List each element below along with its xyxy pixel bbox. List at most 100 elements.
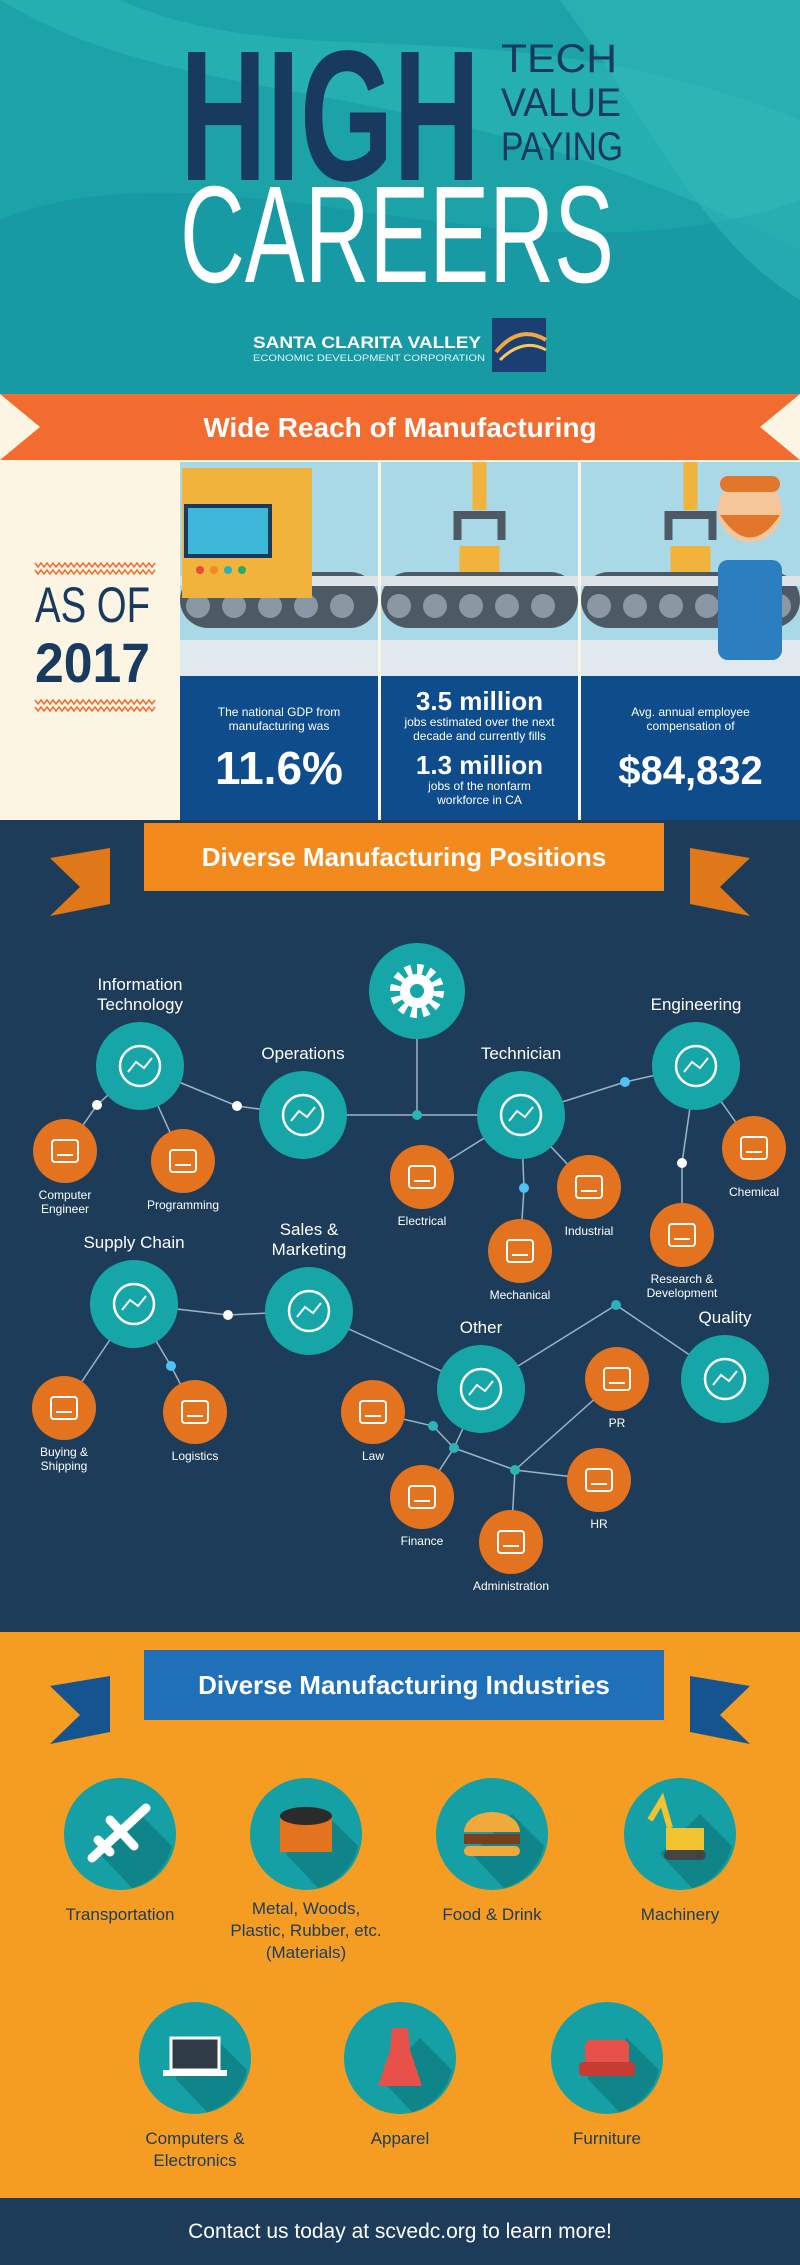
icon-plane xyxy=(87,1803,151,1863)
junction-dot xyxy=(510,1465,520,1475)
zigzag xyxy=(34,705,156,713)
role-circle xyxy=(151,1129,215,1193)
role-label: Research & xyxy=(651,1272,714,1286)
icon-patty xyxy=(464,1834,520,1844)
role-label: Industrial xyxy=(565,1224,614,1238)
group-label: Other xyxy=(460,1318,503,1337)
zigzag xyxy=(34,561,156,569)
worker-beard xyxy=(720,515,780,538)
stat-box xyxy=(180,676,378,820)
worker-hair xyxy=(720,476,780,492)
industry-label: Transportation xyxy=(66,1905,175,1924)
icon-bun xyxy=(464,1812,520,1832)
junction-dot xyxy=(223,1310,233,1320)
junction-dot xyxy=(166,1361,176,1371)
group-icon xyxy=(127,1057,153,1073)
role-circle xyxy=(650,1203,714,1267)
group-label: Operations xyxy=(261,1044,344,1063)
roller xyxy=(294,594,318,618)
roller xyxy=(659,594,683,618)
stat-caption: workforce in CA xyxy=(436,793,522,807)
stat-value: 3.5 million xyxy=(416,686,543,716)
stat-value: 1.3 million xyxy=(416,750,543,780)
positions-ribbon xyxy=(144,823,664,891)
role-circle xyxy=(341,1380,405,1444)
junction-dot xyxy=(677,1158,687,1168)
group-icon xyxy=(118,1044,162,1088)
group-icon xyxy=(712,1370,738,1386)
logo-swoosh xyxy=(494,332,548,354)
title-value: VALUE xyxy=(501,81,621,125)
group-label: Technology xyxy=(97,995,184,1014)
icon-seat xyxy=(579,2062,635,2076)
roller xyxy=(330,594,354,618)
icon-dress xyxy=(378,2028,422,2086)
role-label: Electrical xyxy=(398,1214,447,1228)
group-icon xyxy=(468,1380,494,1396)
group-icon xyxy=(287,1289,331,1333)
industry-label: (Materials) xyxy=(266,1943,346,1962)
junction-dot xyxy=(232,1101,242,1111)
roller xyxy=(186,594,210,618)
junction-dot xyxy=(611,1300,621,1310)
title-paying: PAYING xyxy=(501,125,623,169)
industry-label: Apparel xyxy=(371,2129,430,2148)
industries-title: Diverse Manufacturing Industries xyxy=(198,1670,610,1700)
stat-value: 11.6% xyxy=(215,742,343,794)
role-icon xyxy=(575,1175,603,1199)
icon-bun xyxy=(464,1846,520,1856)
worker-body xyxy=(718,560,782,660)
icon-screen xyxy=(169,2036,221,2072)
floor xyxy=(381,640,578,676)
stat-caption: The national GDP from xyxy=(218,705,341,719)
ribbon-tail xyxy=(690,1676,750,1744)
robot-claw xyxy=(453,511,506,540)
junction-dot xyxy=(428,1421,438,1431)
button xyxy=(238,566,246,574)
header-wave xyxy=(0,0,800,250)
header-wave xyxy=(0,192,800,394)
group-icon xyxy=(703,1357,747,1401)
header-wave xyxy=(560,0,800,300)
as-of-year: 2017 xyxy=(35,631,150,694)
ribbon-tail xyxy=(690,848,750,916)
ribbon-tail xyxy=(50,848,110,916)
role-circle xyxy=(585,1347,649,1411)
role-circle xyxy=(557,1155,621,1219)
role-label: Computer xyxy=(39,1188,92,1202)
group-label: Supply Chain xyxy=(83,1233,184,1252)
role-circle xyxy=(390,1465,454,1529)
stat-box xyxy=(381,676,578,820)
gear-teeth xyxy=(390,964,444,1018)
icon-machine xyxy=(666,1828,704,1850)
roller xyxy=(623,594,647,618)
screen xyxy=(184,504,272,558)
group-label: Quality xyxy=(699,1308,752,1327)
role-label: Shipping xyxy=(41,1459,88,1473)
stat-caption: jobs of the nonfarm xyxy=(427,779,531,793)
junction-dot xyxy=(449,1443,459,1453)
positions-title: Diverse Manufacturing Positions xyxy=(202,842,607,872)
role-circle xyxy=(488,1219,552,1283)
role-circle xyxy=(390,1145,454,1209)
role-icon xyxy=(603,1367,631,1391)
stat-caption: manufacturing was xyxy=(229,719,330,733)
org-sub: ECONOMIC DEVELOPMENT CORPORATION xyxy=(253,353,485,363)
title-careers: CAREERS xyxy=(180,158,614,312)
role-icon xyxy=(740,1136,768,1160)
role-label: HR xyxy=(590,1517,608,1531)
roller xyxy=(587,594,611,618)
stat-caption: compensation of xyxy=(646,719,735,733)
stat-caption: Avg. annual employee xyxy=(631,705,750,719)
role-circle xyxy=(32,1376,96,1440)
floor xyxy=(180,640,378,676)
role-label: Chemical xyxy=(729,1185,779,1199)
title-tech: TECH xyxy=(501,37,617,81)
role-icon xyxy=(585,1468,613,1492)
group-label: Information xyxy=(97,975,182,994)
reach-title: Wide Reach of Manufacturing xyxy=(203,412,596,443)
junction-dot xyxy=(412,1110,422,1120)
roller xyxy=(222,594,246,618)
roller xyxy=(531,594,555,618)
group-icon xyxy=(281,1093,325,1137)
